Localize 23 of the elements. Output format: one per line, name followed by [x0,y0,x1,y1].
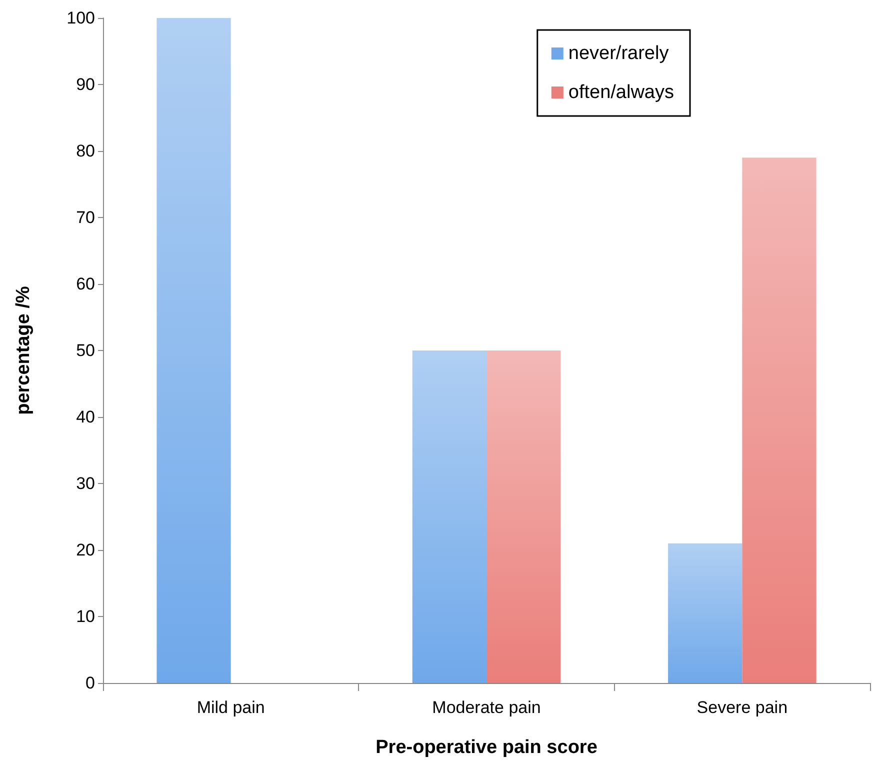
bar [742,158,816,683]
y-tick-label: 50 [76,341,95,360]
y-tick-label: 80 [76,142,95,160]
bar [668,543,742,683]
legend-label: never/rarely [568,43,670,64]
y-axis-title: percentage /% [13,286,34,415]
y-tick-label: 30 [76,474,95,493]
y-tick-label: 70 [76,208,95,227]
x-tick-label: Severe pain [696,698,788,717]
legend-label: often/always [568,82,674,103]
x-tick-label: Mild pain [196,698,265,717]
y-tick-label: 10 [76,607,95,626]
bar [156,18,231,683]
x-tick-label: Moderate pain [432,698,541,717]
y-tick-label: 90 [76,75,95,94]
y-tick-label: 60 [76,274,95,294]
y-tick-label: 0 [86,674,95,692]
y-tick-label: 40 [76,408,95,426]
x-axis-title: Pre-operative pain score [376,737,598,758]
y-tick-label: 20 [76,540,95,560]
bar [486,350,561,683]
bar [412,350,486,683]
y-tick-label: 100 [66,8,95,28]
